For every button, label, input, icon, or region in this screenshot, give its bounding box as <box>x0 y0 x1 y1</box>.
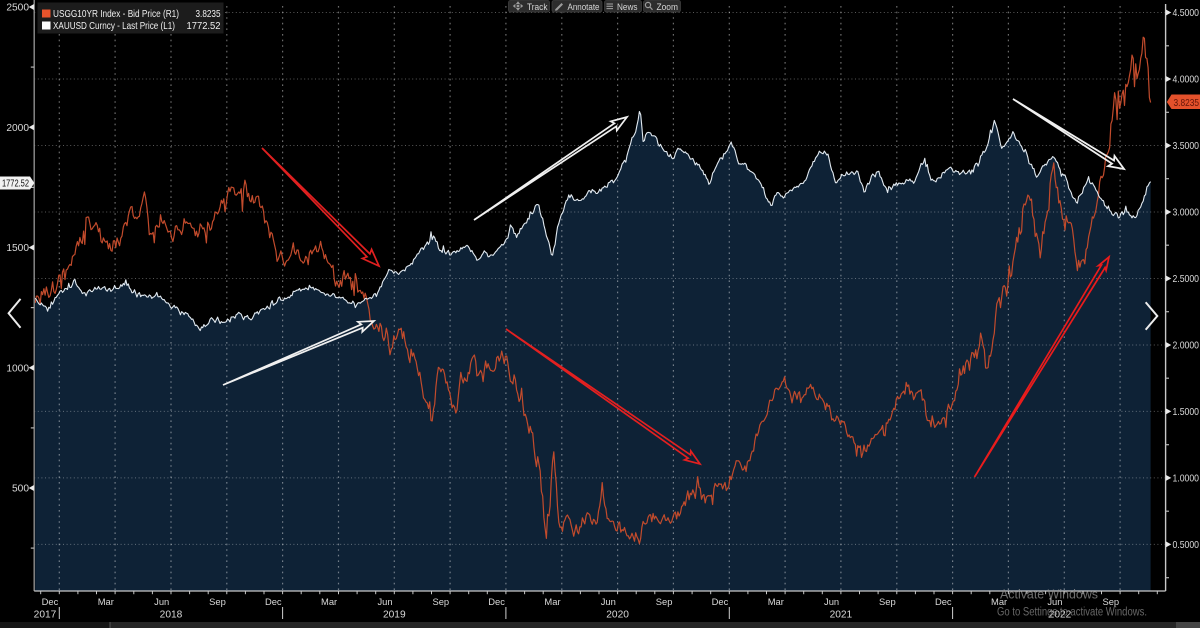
svg-text:1.5000: 1.5000 <box>1173 407 1200 418</box>
svg-text:Mar: Mar <box>544 596 560 607</box>
svg-text:Jun: Jun <box>377 596 392 607</box>
svg-text:Sep: Sep <box>209 596 226 607</box>
svg-text:3.0000: 3.0000 <box>1173 208 1200 219</box>
svg-text:Sep: Sep <box>432 596 449 607</box>
svg-text:Jun: Jun <box>601 596 616 607</box>
svg-text:Jun: Jun <box>154 596 169 607</box>
svg-text:3.5000: 3.5000 <box>1173 141 1200 152</box>
svg-text:4.5000: 4.5000 <box>1173 8 1200 19</box>
svg-text:2500: 2500 <box>6 3 29 14</box>
svg-text:Sep: Sep <box>879 596 896 607</box>
svg-text:News: News <box>617 2 638 13</box>
svg-text:Zoom: Zoom <box>657 2 679 13</box>
svg-text:Sep: Sep <box>1102 596 1119 607</box>
svg-text:2018: 2018 <box>160 610 183 621</box>
svg-text:2021: 2021 <box>830 610 853 621</box>
svg-text:1.0000: 1.0000 <box>1173 474 1200 485</box>
svg-text:Activate Windows: Activate Windows <box>1000 588 1098 602</box>
svg-text:1772.52: 1772.52 <box>187 21 221 32</box>
svg-text:Dec: Dec <box>42 596 59 607</box>
svg-text:Jun: Jun <box>824 596 839 607</box>
svg-text:Sep: Sep <box>656 596 673 607</box>
svg-text:Annotate: Annotate <box>568 2 600 13</box>
svg-text:1772.52: 1772.52 <box>2 179 29 190</box>
svg-text:Dec: Dec <box>488 596 505 607</box>
svg-text:2020: 2020 <box>606 610 629 621</box>
svg-text:2022: 2022 <box>1049 610 1072 621</box>
svg-text:2.5000: 2.5000 <box>1173 274 1200 285</box>
svg-text:Go to Settings to activate Win: Go to Settings to activate Windows. <box>997 607 1147 619</box>
svg-text:Dec: Dec <box>935 596 952 607</box>
svg-text:Mar: Mar <box>768 596 784 607</box>
svg-text:1000: 1000 <box>6 363 29 374</box>
svg-text:XAUUSD Curncy - Last Price (L1: XAUUSD Curncy - Last Price (L1) <box>53 21 175 32</box>
svg-text:Dec: Dec <box>712 596 729 607</box>
svg-text:Mar: Mar <box>98 596 114 607</box>
svg-text:2019: 2019 <box>383 610 406 621</box>
svg-text:2.0000: 2.0000 <box>1173 341 1200 352</box>
svg-text:Track: Track <box>527 2 548 13</box>
svg-text:3.8235: 3.8235 <box>196 9 221 20</box>
svg-text:2000: 2000 <box>6 123 29 134</box>
svg-text:1500: 1500 <box>6 243 29 254</box>
svg-text:500: 500 <box>12 484 29 495</box>
svg-text:Jun: Jun <box>1047 596 1062 607</box>
svg-text:Dec: Dec <box>265 596 282 607</box>
svg-text:2017: 2017 <box>34 610 57 621</box>
svg-text:4.0000: 4.0000 <box>1173 75 1200 86</box>
svg-text:Mar: Mar <box>991 596 1007 607</box>
svg-text:0.5000: 0.5000 <box>1173 540 1200 551</box>
svg-text:USGG10YR Index - Bid Price (R1: USGG10YR Index - Bid Price (R1) <box>53 9 179 20</box>
svg-text:3.8235: 3.8235 <box>1174 98 1200 109</box>
svg-text:Mar: Mar <box>321 596 337 607</box>
